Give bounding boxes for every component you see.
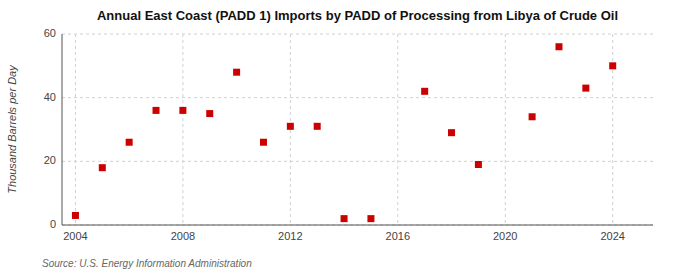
point — [153, 107, 160, 114]
point — [72, 212, 79, 219]
y-axis-label: Thousand Barrels per Day — [6, 64, 18, 194]
point — [582, 85, 589, 92]
point — [126, 139, 133, 146]
point — [179, 107, 186, 114]
x-grid-line — [505, 34, 506, 225]
x-axis-line — [62, 225, 653, 226]
x-tick-label: 2008 — [171, 230, 195, 242]
point — [287, 123, 294, 130]
points — [72, 43, 616, 222]
x-grid-line — [182, 34, 183, 225]
y-grid-line — [62, 161, 653, 162]
x-tick-label: 2012 — [278, 230, 302, 242]
point — [529, 113, 536, 120]
chart-container: 0 20 40 60 2004 2008 2012 2016 2020 2024 Annual Ea… — [0, 0, 675, 275]
x-tick-label: 2016 — [386, 230, 410, 242]
source-note: Source: U.S. Energy Information Administ… — [42, 258, 252, 269]
y-axis-line — [62, 34, 63, 225]
title: Annual East Coast (PADD 1) Imports by PA… — [97, 8, 618, 23]
point — [609, 62, 616, 69]
chart-svg: 0 20 40 60 2004 2008 2012 2016 2020 2024 Annual Ea… — [0, 0, 675, 275]
y-grid-line — [62, 97, 653, 98]
x-grid-line — [75, 34, 76, 225]
point — [260, 139, 267, 146]
point — [475, 161, 482, 168]
x-tick-label: 2020 — [493, 230, 517, 242]
point — [341, 215, 348, 222]
point — [555, 43, 562, 50]
y-grid-line — [62, 34, 653, 35]
y-tick-label: 20 — [44, 154, 56, 166]
y-tick-label: 0 — [50, 218, 56, 230]
point — [448, 129, 455, 136]
y-tick-label: 40 — [44, 91, 56, 103]
x-tick-label: 2024 — [600, 230, 624, 242]
point — [367, 215, 374, 222]
grid — [62, 34, 653, 225]
y-grid-line — [62, 225, 653, 226]
point — [421, 88, 428, 95]
point — [314, 123, 321, 130]
point — [99, 164, 106, 171]
y-tick-label: 60 — [44, 27, 56, 39]
point — [206, 110, 213, 117]
x-grid-line — [397, 34, 398, 225]
point — [233, 69, 240, 76]
x-tick-label: 2004 — [63, 230, 87, 242]
